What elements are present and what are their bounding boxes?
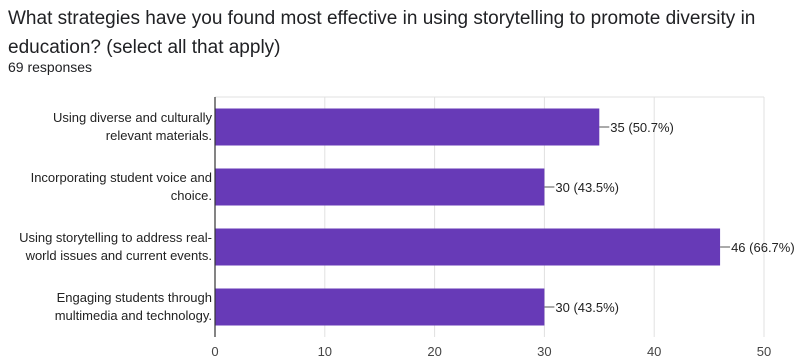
response-count: 69 responses (8, 59, 93, 75)
bar (215, 108, 600, 146)
bar (215, 288, 545, 326)
x-tick-label: 40 (647, 344, 661, 359)
category-label: Using diverse and culturally relevant mat… (53, 110, 212, 143)
x-tick-label: 50 (757, 344, 771, 359)
category-label-line: Incorporating student voice and (31, 170, 212, 185)
category-label-line: choice. (171, 188, 212, 203)
data-label: 46 (66.7%) (731, 240, 795, 255)
bar (215, 228, 721, 266)
bar (215, 168, 545, 206)
category-label: Incorporating student voice and choice. (31, 170, 212, 203)
category-label-line: Using storytelling to address real- (19, 230, 212, 245)
x-tick-label: 20 (427, 344, 441, 359)
x-tick-label: 0 (211, 344, 218, 359)
data-label: 30 (43.5%) (555, 300, 619, 315)
category-label-line: Using diverse and culturally (53, 110, 212, 125)
x-tick-label: 30 (537, 344, 551, 359)
category-label-line: multimedia and technology. (55, 308, 212, 323)
question-title: What strategies have you found most effe… (8, 8, 756, 58)
category-label: Engaging students through multimedia and … (55, 290, 212, 323)
category-label-line: world issues and current events. (25, 248, 212, 263)
data-label: 35 (50.7%) (610, 120, 674, 135)
data-label: 30 (43.5%) (555, 180, 619, 195)
category-label-line: relevant materials. (106, 128, 212, 143)
x-tick-label: 10 (318, 344, 332, 359)
category-label: Using storytelling to address real-world… (19, 230, 212, 263)
category-label-line: Engaging students through (57, 290, 212, 305)
